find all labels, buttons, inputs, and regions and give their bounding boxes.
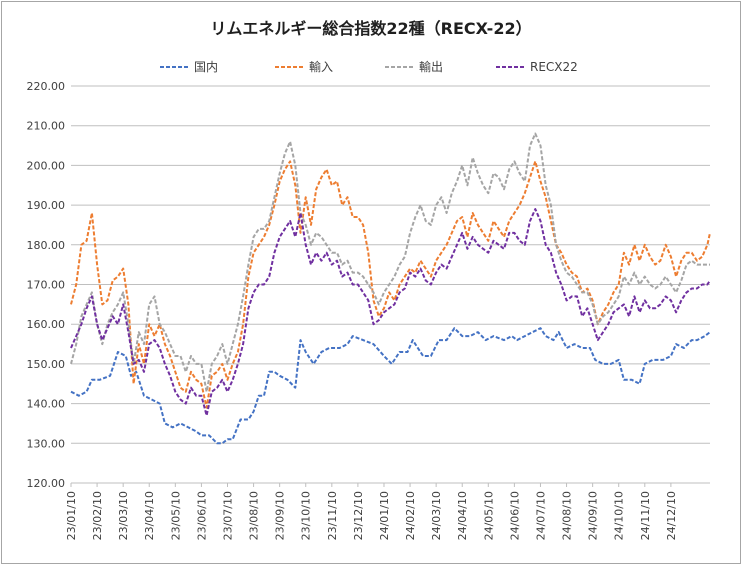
y-tick-label: 180.00 bbox=[27, 239, 66, 252]
y-tick-label: 120.00 bbox=[27, 477, 66, 490]
y-tick-label: 170.00 bbox=[27, 279, 66, 292]
x-tick-label: 23/05/10 bbox=[169, 491, 182, 540]
x-tick-label: 23/03/10 bbox=[117, 491, 130, 540]
x-tick-label: 23/11/10 bbox=[326, 491, 339, 540]
legend-label: 輸入 bbox=[309, 59, 333, 74]
x-tick-label: 24/09/10 bbox=[587, 491, 600, 540]
series-line-2 bbox=[70, 160, 711, 409]
x-tick-label: 24/05/10 bbox=[482, 491, 495, 540]
chart-title: リムエネルギー総合指数22種（RECX-22） bbox=[210, 19, 531, 38]
x-tick-label: 23/04/10 bbox=[143, 491, 156, 540]
x-tick-label: 24/04/10 bbox=[456, 491, 469, 540]
x-tick-label: 24/01/10 bbox=[378, 491, 391, 540]
y-tick-label: 130.00 bbox=[27, 437, 66, 450]
y-tick-label: 210.00 bbox=[27, 120, 66, 133]
series-line-4 bbox=[70, 208, 711, 417]
x-tick-label: 23/01/10 bbox=[65, 491, 78, 540]
x-axis: 23/01/10 23/02/10 23/03/10 23/04/10 23/05/10… bbox=[65, 482, 710, 540]
x-tick-label: 24/12/10 bbox=[665, 491, 678, 540]
x-tick-label: 23/12/10 bbox=[352, 491, 365, 540]
legend-label: 国内 bbox=[194, 60, 218, 74]
y-tick-label: 220.00 bbox=[27, 80, 66, 93]
x-tick-label: 24/08/10 bbox=[561, 491, 574, 540]
x-tick-label: 24/06/10 bbox=[508, 491, 521, 540]
y-tick-label: 190.00 bbox=[27, 199, 66, 212]
x-tick-label: 23/10/10 bbox=[300, 491, 313, 540]
x-tick-label: 24/10/10 bbox=[613, 491, 626, 540]
y-tick-label: 200.00 bbox=[27, 159, 66, 172]
x-tick-label: 24/02/10 bbox=[404, 491, 417, 540]
y-tick-label: 140.00 bbox=[27, 398, 66, 411]
legend-label: RECX22 bbox=[530, 60, 578, 74]
x-tick-label: 23/02/10 bbox=[91, 491, 104, 540]
x-tick-label: 24/11/10 bbox=[639, 491, 652, 540]
y-tick-label: 160.00 bbox=[27, 318, 66, 331]
legend-label: 輸出 bbox=[419, 59, 443, 74]
x-tick-label: 24/07/10 bbox=[534, 491, 547, 540]
x-tick-label: 23/07/10 bbox=[221, 491, 234, 540]
x-tick-label: 23/09/10 bbox=[274, 491, 287, 540]
x-tick-label: 23/08/10 bbox=[248, 491, 261, 540]
x-tick-label: 23/06/10 bbox=[195, 491, 208, 540]
x-tick-label: 24/03/10 bbox=[430, 491, 443, 540]
y-axis: 120.00 130.00 140.00 150.00 160.00 170.00 180.… bbox=[27, 80, 66, 490]
series-line-3 bbox=[70, 132, 710, 393]
legend: 国内 輸入 輸出 RECX22 bbox=[160, 59, 578, 74]
series-layer bbox=[70, 132, 711, 445]
series-line-1 bbox=[70, 327, 711, 445]
y-tick-label: 150.00 bbox=[27, 358, 66, 371]
